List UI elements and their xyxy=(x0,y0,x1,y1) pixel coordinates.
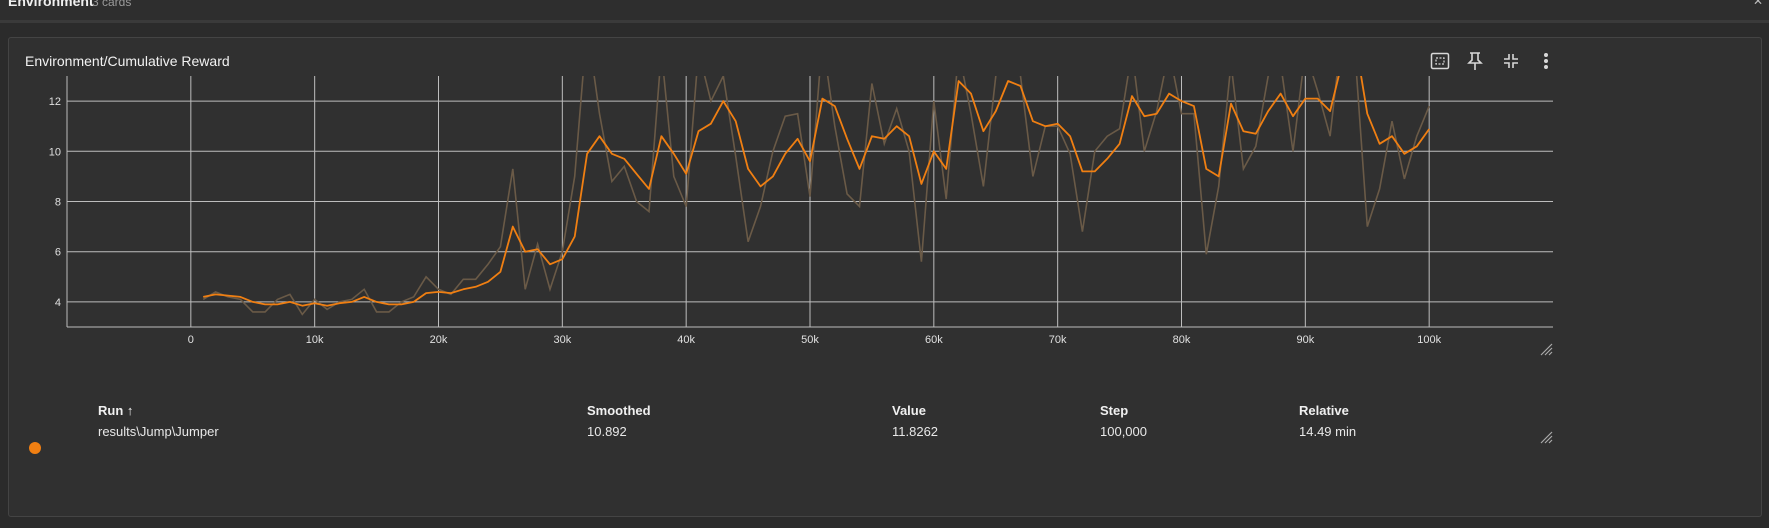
section-header: Environment 3 cards ✕ xyxy=(0,0,1769,23)
x-tick-label: 0 xyxy=(188,334,194,346)
resize-handle-icon[interactable] xyxy=(1539,342,1553,356)
x-tick-label: 40k xyxy=(677,334,695,346)
chart-card: Environment/Cumulative Reward 0 10k 20k 30k… xyxy=(8,37,1762,517)
x-tick-label: 90k xyxy=(1296,334,1314,346)
x-tick-label: 20k xyxy=(430,334,448,346)
cell-value: 11.8262 xyxy=(892,424,939,439)
header-step[interactable]: Step xyxy=(1100,403,1129,418)
raw-series-line xyxy=(202,76,1430,316)
cell-run: results\Jump\Jumper xyxy=(98,424,219,439)
header-relative[interactable]: Relative xyxy=(1299,403,1349,418)
cell-relative: 14.49 min xyxy=(1299,424,1357,439)
section-title: Environment xyxy=(8,0,94,9)
header-value[interactable]: Value xyxy=(892,403,926,418)
y-tick-label: 6 xyxy=(55,247,61,259)
pin-icon[interactable] xyxy=(1462,48,1488,74)
y-tick-label: 8 xyxy=(55,197,61,209)
smoothed-series-line xyxy=(203,76,1430,307)
y-tick-label: 12 xyxy=(49,96,61,108)
x-tick-label: 30k xyxy=(553,334,571,346)
cell-smoothed: 10.892 xyxy=(587,424,627,439)
section-card-count: 3 cards xyxy=(92,0,132,9)
collapse-card-icon[interactable] xyxy=(1498,48,1524,74)
x-tick-label: 70k xyxy=(1049,334,1067,346)
x-tick-label: 10k xyxy=(306,334,324,346)
x-tick-label: 100k xyxy=(1417,334,1441,346)
y-tick-label: 4 xyxy=(55,297,61,309)
run-color-dot xyxy=(29,442,41,454)
card-title: Environment/Cumulative Reward xyxy=(25,53,230,69)
header-smoothed[interactable]: Smoothed xyxy=(587,403,651,418)
header-run[interactable]: Run ↑ xyxy=(98,403,134,418)
collapse-icon[interactable]: ✕ xyxy=(1752,0,1763,8)
x-tick-label: 80k xyxy=(1173,334,1191,346)
x-tick-label: 50k xyxy=(801,334,819,346)
y-tick-label: 10 xyxy=(49,146,61,158)
more-menu-icon[interactable] xyxy=(1533,48,1559,74)
x-tick-label: 60k xyxy=(925,334,943,346)
cumulative-reward-chart[interactable]: 0 10k 20k 30k 40k 50k 60k 70k 80k 90k 100k 4 6 8 10 12 xyxy=(9,38,1761,368)
cell-step: 100,000 xyxy=(1100,424,1147,439)
table-resize-handle-icon[interactable] xyxy=(1539,430,1553,444)
fit-domain-icon[interactable] xyxy=(1427,48,1453,74)
